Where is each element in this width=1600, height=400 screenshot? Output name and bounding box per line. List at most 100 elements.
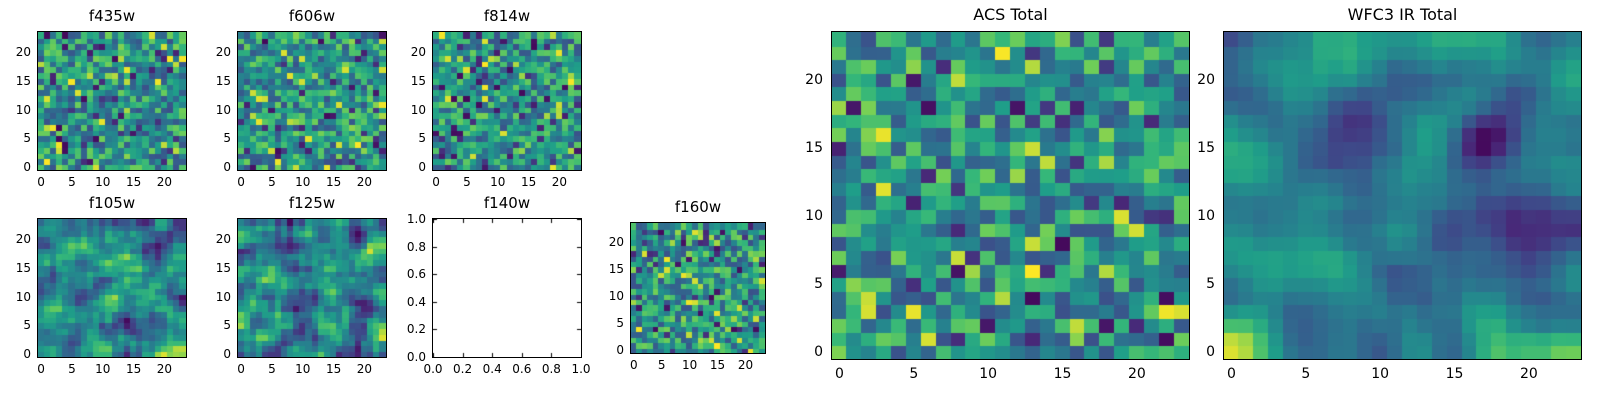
x-tick-label: 0.8 xyxy=(541,362,561,376)
y-tick-label: 5 xyxy=(418,131,426,146)
x-tick-label: 20 xyxy=(156,175,173,189)
subplot-wfc3-ir-total: WFC3 IR Total 0 5 10 15 20 0 5 10 15 20 xyxy=(1197,5,1582,381)
subplot-title: f160w xyxy=(674,198,722,216)
y-tick-label: 5 xyxy=(223,318,231,333)
heatmap-canvas xyxy=(433,32,581,170)
y-tick-label: 5 xyxy=(23,318,31,333)
subplot-f160w: f160w 0 5 10 15 20 0 5 10 15 20 xyxy=(609,198,766,371)
y-tick-label: 10 xyxy=(15,289,31,304)
x-tick-label: 15 xyxy=(1445,366,1464,382)
y-tick-label: 20 xyxy=(805,71,823,88)
x-tick-label: 0 xyxy=(629,358,638,372)
y-tick-label: 0 xyxy=(23,347,31,362)
x-tick-label: 10 xyxy=(95,175,111,189)
subplot-acs-total: ACS Total 0 5 10 15 20 0 5 10 15 20 xyxy=(805,5,1190,381)
x-tick-label: 20 xyxy=(1520,366,1538,382)
y-tick-label: 10 xyxy=(15,102,31,117)
subplot-title: ACS Total xyxy=(973,5,1048,24)
subplot-title: f435w xyxy=(88,7,136,25)
y-tick-label: 5 xyxy=(223,131,231,146)
x-tick-label: 0 xyxy=(1226,366,1236,382)
x-tick-label: 0 xyxy=(237,175,245,189)
x-tick-label: 5 xyxy=(68,362,76,376)
y-tick-label: 0.6 xyxy=(406,267,426,282)
y-tick-label: 15 xyxy=(608,262,624,277)
x-tick-label: 0 xyxy=(37,175,45,189)
y-tick-label: 5 xyxy=(814,276,823,293)
y-tick-label: 15 xyxy=(805,139,823,156)
x-tick-label: 0.2 xyxy=(453,362,473,376)
heatmap-canvas xyxy=(1224,32,1581,359)
x-tick-label: 10 xyxy=(979,366,998,382)
x-tick-label: 15 xyxy=(125,175,142,189)
heatmap-canvas xyxy=(38,219,186,357)
y-tick-label: 20 xyxy=(15,232,31,247)
y-tick-label: 0.4 xyxy=(406,294,426,309)
subplot-title: f140w xyxy=(483,194,531,212)
x-tick-label: 15 xyxy=(325,175,342,189)
y-tick-label: 0 xyxy=(223,160,231,175)
y-tick-label: 10 xyxy=(805,207,823,224)
x-tick-label: 0 xyxy=(834,366,844,382)
y-tick-label: 10 xyxy=(410,102,426,117)
y-tick-label: 20 xyxy=(608,234,624,249)
y-tick-label: 0.8 xyxy=(406,239,426,254)
x-tick-label: 5 xyxy=(463,175,471,189)
y-tick-label: 15 xyxy=(15,73,31,88)
y-tick-label: 0 xyxy=(1206,344,1215,361)
x-tick-label: 15 xyxy=(325,362,342,376)
subplot-f105w: f105w 0 5 10 15 20 0 5 10 15 20 xyxy=(16,194,187,375)
x-tick-label: 5 xyxy=(68,175,76,189)
subplot-title: f814w xyxy=(483,7,531,25)
x-tick-label: 20 xyxy=(356,362,373,376)
y-tick-label: 20 xyxy=(1197,71,1215,88)
y-tick-label: 15 xyxy=(410,73,426,88)
y-tick-label: 15 xyxy=(215,260,231,275)
x-tick-label: 0.4 xyxy=(482,362,502,376)
x-tick-label: 10 xyxy=(681,358,698,372)
x-tick-label: 0.0 xyxy=(423,362,443,376)
heatmap-canvas xyxy=(631,223,765,353)
x-tick-label: 10 xyxy=(295,175,311,189)
y-tick-label: 15 xyxy=(15,260,31,275)
x-tick-label: 15 xyxy=(125,362,142,376)
subplot-title: f606w xyxy=(288,7,336,25)
y-tick-label: 0.0 xyxy=(406,350,426,364)
y-tick-label: 0 xyxy=(418,160,426,175)
x-tick-label: 20 xyxy=(1128,366,1146,382)
subplot-f435w: f435w 0 5 10 15 20 0 5 10 15 20 xyxy=(16,7,187,188)
y-tick-label: 20 xyxy=(15,45,31,60)
heatmap-canvas xyxy=(832,32,1189,359)
x-tick-label: 20 xyxy=(156,362,173,376)
y-tick-label: 1.0 xyxy=(406,212,426,226)
x-tick-label: 1.0 xyxy=(571,362,591,376)
x-tick-label: 0.6 xyxy=(512,362,532,376)
x-tick-label: 20 xyxy=(356,175,373,189)
subplot-f814w: f814w 0 5 10 15 20 0 5 10 15 20 xyxy=(411,7,582,188)
subplot-title: f125w xyxy=(288,194,336,212)
y-tick-label: 10 xyxy=(608,289,624,304)
y-tick-label: 15 xyxy=(215,73,231,88)
y-tick-label: 5 xyxy=(1206,276,1215,293)
subplot-f140w-empty: f140w 0.0 0.2 0.4 0.6 0.8 1.0 0.0 0.2 0.4 0.6 0.8 1… xyxy=(407,194,591,375)
y-tick-label: 0.2 xyxy=(406,322,426,337)
x-tick-label: 5 xyxy=(268,175,276,189)
y-tick-label: 5 xyxy=(616,316,624,331)
x-tick-label: 10 xyxy=(490,175,506,189)
y-tick-label: 20 xyxy=(215,232,231,247)
x-tick-label: 5 xyxy=(1301,366,1311,382)
subplot-f125w: f125w 0 5 10 15 20 0 5 10 15 20 xyxy=(216,194,387,375)
y-tick-label: 0 xyxy=(814,344,823,361)
subplot-title: WFC3 IR Total xyxy=(1347,5,1458,24)
subplot-f606w: f606w 0 5 10 15 20 0 5 10 15 20 xyxy=(216,7,387,188)
y-tick-label: 15 xyxy=(1197,139,1215,156)
heatmap-canvas xyxy=(38,32,186,170)
heatmap-canvas xyxy=(238,32,386,170)
x-tick-label: 5 xyxy=(657,358,666,372)
x-tick-label: 10 xyxy=(95,362,111,376)
x-tick-label: 20 xyxy=(551,175,568,189)
x-tick-label: 15 xyxy=(520,175,537,189)
x-tick-label: 10 xyxy=(1371,366,1390,382)
x-tick-label: 0 xyxy=(237,362,245,376)
